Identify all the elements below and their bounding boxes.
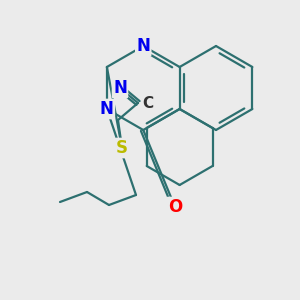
Text: N: N: [113, 79, 127, 97]
Text: O: O: [168, 198, 182, 216]
Text: N: N: [136, 37, 150, 55]
Text: C: C: [142, 95, 154, 110]
Text: N: N: [100, 100, 114, 118]
Text: S: S: [116, 139, 128, 157]
